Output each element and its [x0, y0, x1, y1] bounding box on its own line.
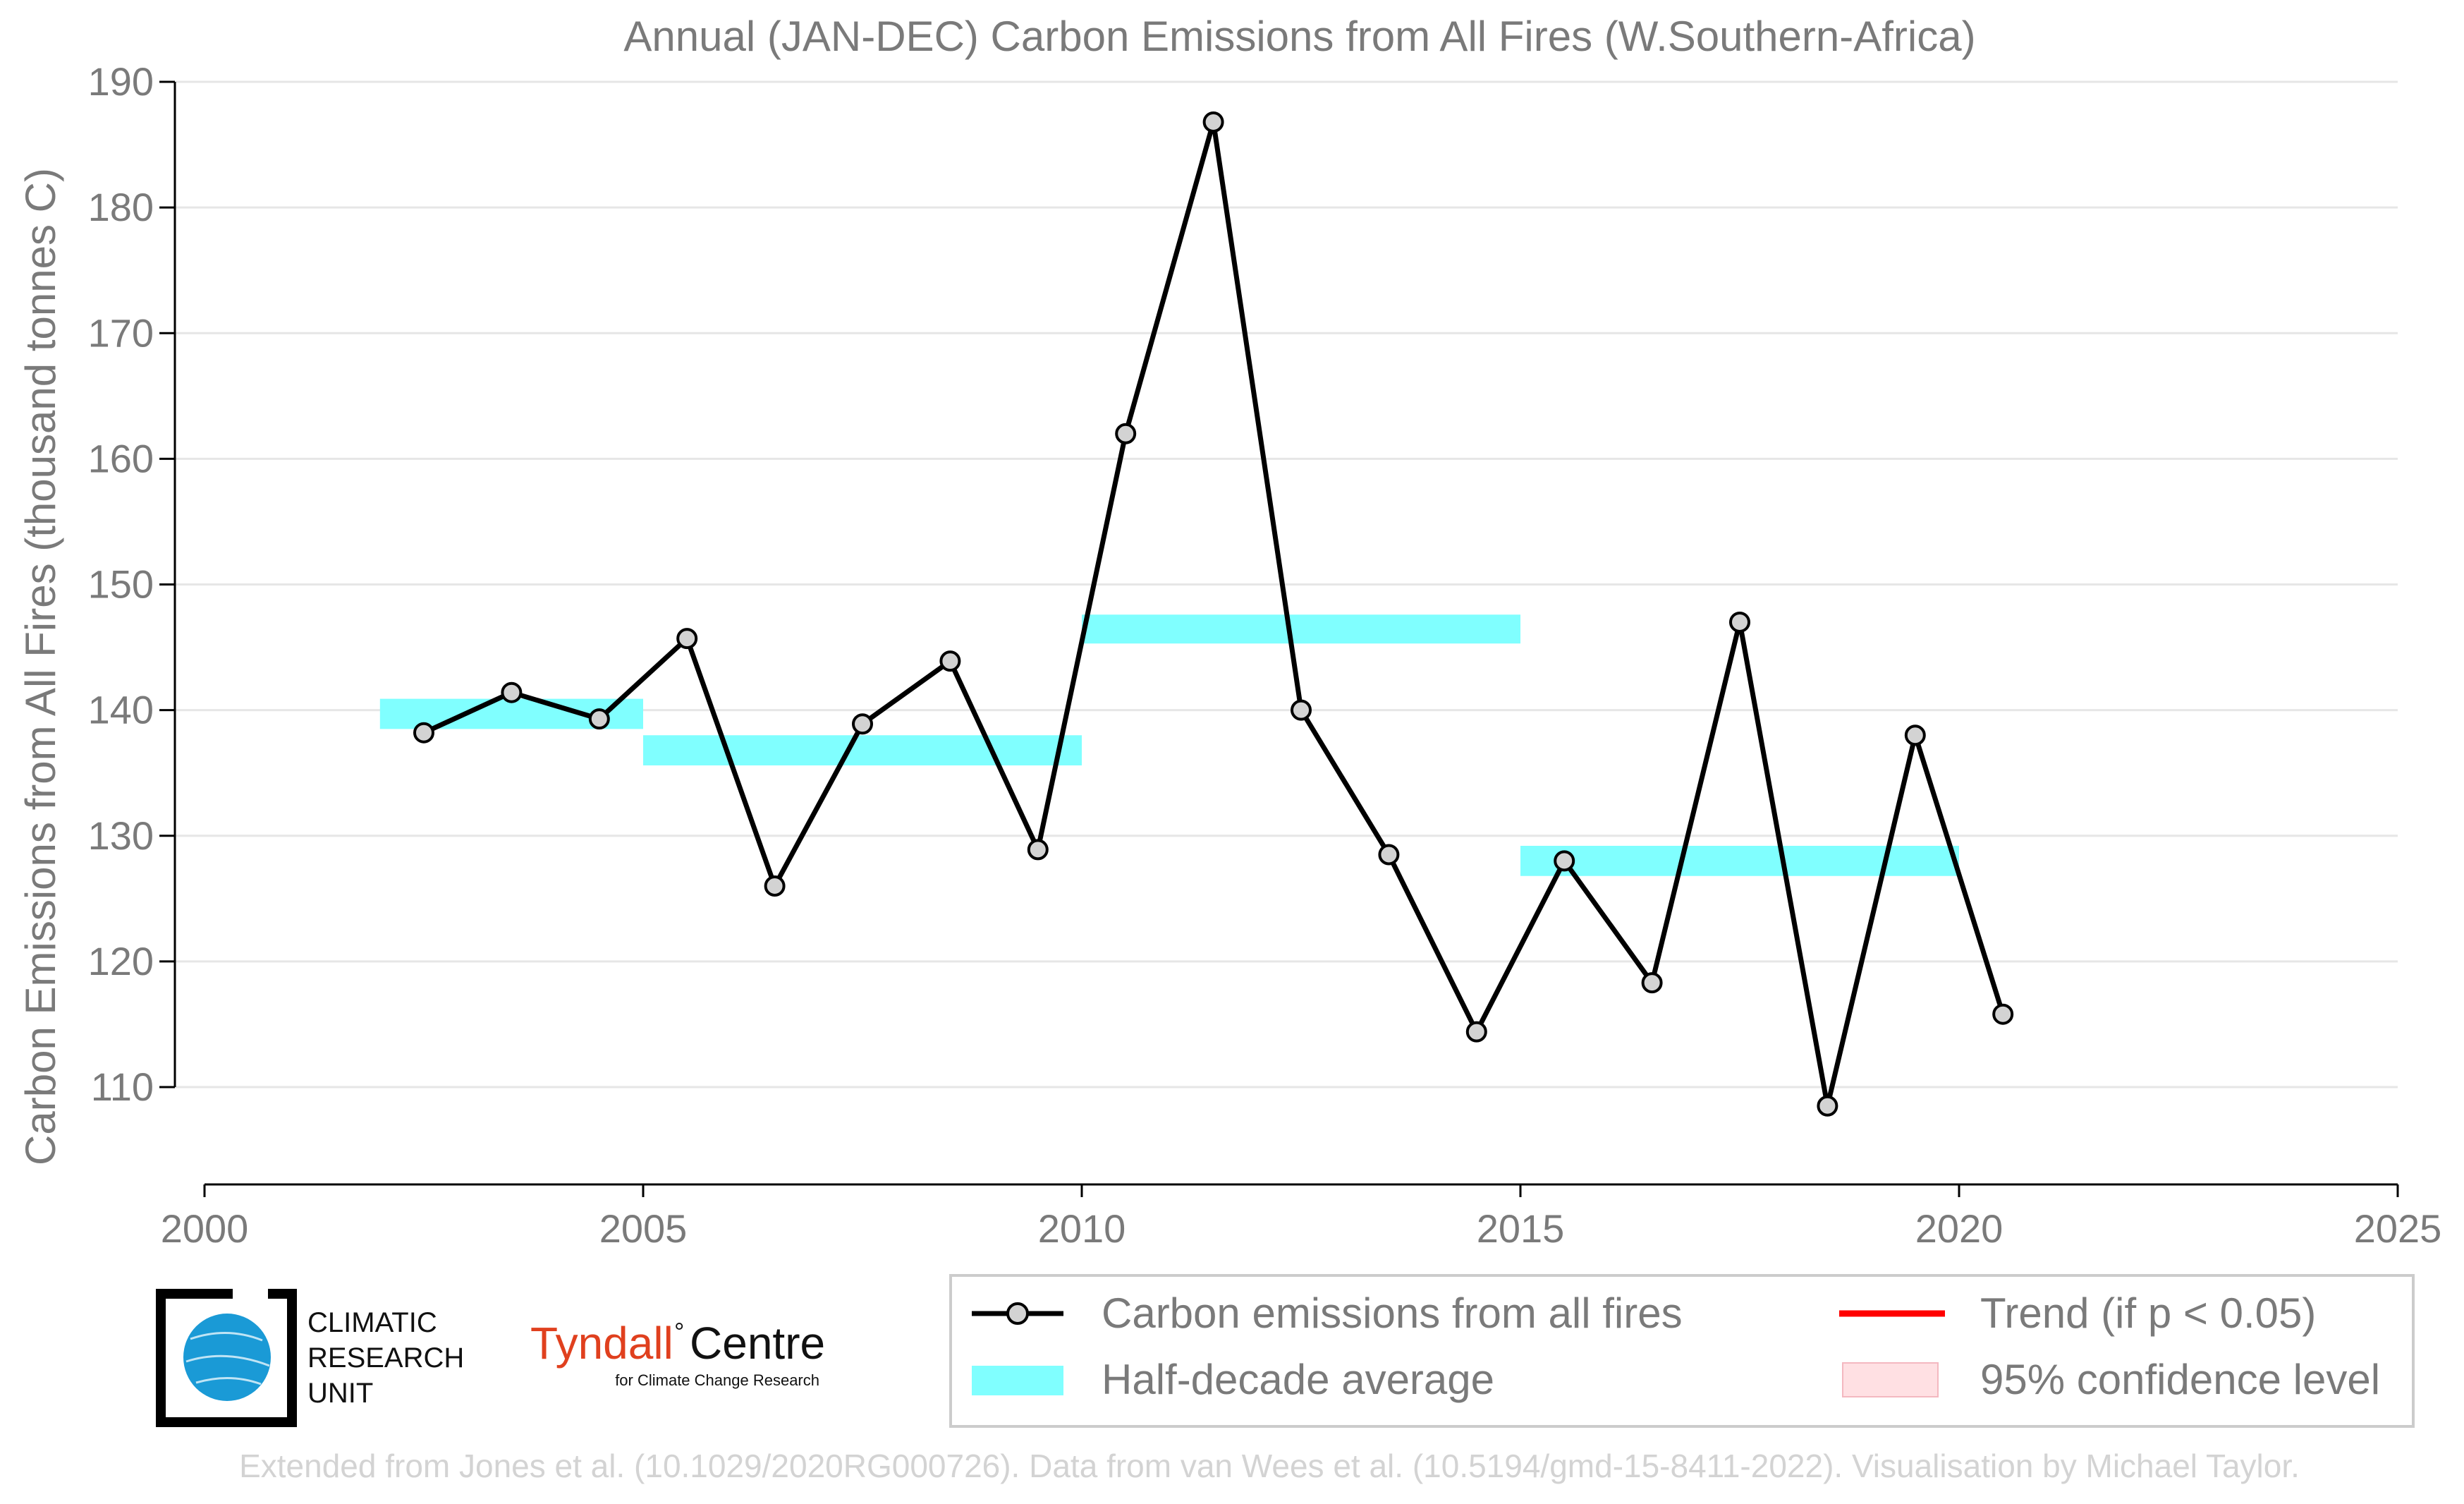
data-point-2007.5: [852, 713, 873, 735]
cru-bracket-right: [223, 1289, 297, 1427]
y-tick-label-160: 160: [88, 436, 154, 480]
cru-text-line-2: RESEARCH: [307, 1342, 464, 1373]
y-tick-label-150: 150: [88, 562, 154, 607]
half-decade-band-3: [1082, 614, 1520, 644]
legend-label-confidence: 95% confidence level: [1980, 1356, 2380, 1403]
data-point-2012.5: [1291, 699, 1312, 721]
data-point-2002.5: [413, 722, 434, 744]
data-point-2008.5: [939, 650, 961, 672]
data-point-2016.5: [1641, 972, 1663, 994]
x-tick-label-2000: 2000: [161, 1206, 249, 1251]
x-tick-label-2010: 2010: [1038, 1206, 1126, 1251]
data-point-2009.5: [1027, 839, 1049, 861]
y-tick-label-130: 130: [88, 813, 154, 858]
legend-swatch-emissions-marker: [1006, 1302, 1029, 1325]
cru-text-line-3: UNIT: [307, 1378, 373, 1409]
cru-bracket-left: [156, 1289, 233, 1427]
data-point-2003.5: [501, 681, 523, 703]
gridlines: [175, 80, 2398, 1088]
y-tick-labels: 110 120 130 140 150 160 170 180 190: [88, 59, 154, 1109]
globe-line-3: [195, 1377, 262, 1385]
data-point-2019.5: [1904, 724, 1926, 746]
data-point-2014.5: [1465, 1021, 1487, 1043]
data-point-2017.5: [1729, 611, 1750, 633]
globe-line-1: [190, 1331, 263, 1342]
legend: Carbon emissions from all fires Trend (i…: [949, 1274, 2415, 1428]
tyndall-degree: °: [674, 1317, 684, 1346]
y-axis-label: Carbon Emissions from All Fires (thousan…: [17, 168, 64, 1165]
half-decade-band-4: [1520, 846, 1959, 876]
y-tick-label-110: 110: [91, 1065, 154, 1109]
data-point-2005.5: [676, 628, 698, 650]
legend-swatch-confidence: [1842, 1362, 1939, 1397]
x-tick-label-2015: 2015: [1477, 1206, 1565, 1251]
y-tick-label-180: 180: [88, 185, 154, 229]
chart-title: Annual (JAN-DEC) Carbon Emissions from A…: [623, 13, 1975, 60]
legend-swatch-half-decade: [972, 1366, 1063, 1395]
data-point-2011.5: [1202, 111, 1224, 133]
data-point-2018.5: [1817, 1095, 1838, 1117]
globe-line-2: [185, 1354, 270, 1367]
x-tick-label-2025: 2025: [2354, 1206, 2442, 1251]
data-point-2004.5: [588, 708, 610, 730]
tyndall-name: Tyndall: [530, 1318, 673, 1369]
y-tick-label-190: 190: [88, 59, 154, 104]
cru-text-line-1: CLIMATIC: [307, 1307, 437, 1338]
x-tick-label-2020: 2020: [1915, 1206, 2003, 1251]
x-tick-label-2005: 2005: [599, 1206, 688, 1251]
data-point-2020.5: [1992, 1003, 2014, 1025]
half-decade-bands: [379, 614, 1959, 876]
data-point-2006.5: [764, 875, 786, 897]
half-decade-band-2: [643, 735, 1082, 765]
legend-frame: [949, 1274, 2415, 1428]
y-tick-label-140: 140: [88, 688, 154, 732]
y-tick-label-170: 170: [88, 310, 154, 355]
axes: [159, 80, 2399, 1197]
legend-label-trend: Trend (if p < 0.05): [1980, 1290, 2316, 1337]
emissions-line: [422, 119, 2006, 1109]
data-point-2015.5: [1554, 850, 1575, 872]
y-tick-label-120: 120: [88, 939, 154, 983]
emissions-series: [413, 111, 2014, 1117]
footer-credit: Extended from Jones et al. (10.1029/2020…: [239, 1448, 2300, 1484]
x-tick-labels: 2000 2005 2010 2015 2020 2025: [161, 1206, 2442, 1251]
tyndall-centre: Centre: [690, 1318, 825, 1369]
legend-label-emissions: Carbon emissions from all fires: [1102, 1290, 1683, 1337]
tyndall-logo: Tyndall ° Centre for Climate Change Rese…: [530, 1317, 825, 1389]
data-point-2013.5: [1378, 844, 1400, 866]
legend-label-half-decade: Half-decade average: [1102, 1356, 1494, 1403]
tyndall-subtitle: for Climate Change Research: [615, 1371, 819, 1389]
cru-logo: CLIMATIC RESEARCH UNIT: [156, 1289, 464, 1427]
data-point-2010.5: [1115, 423, 1137, 444]
